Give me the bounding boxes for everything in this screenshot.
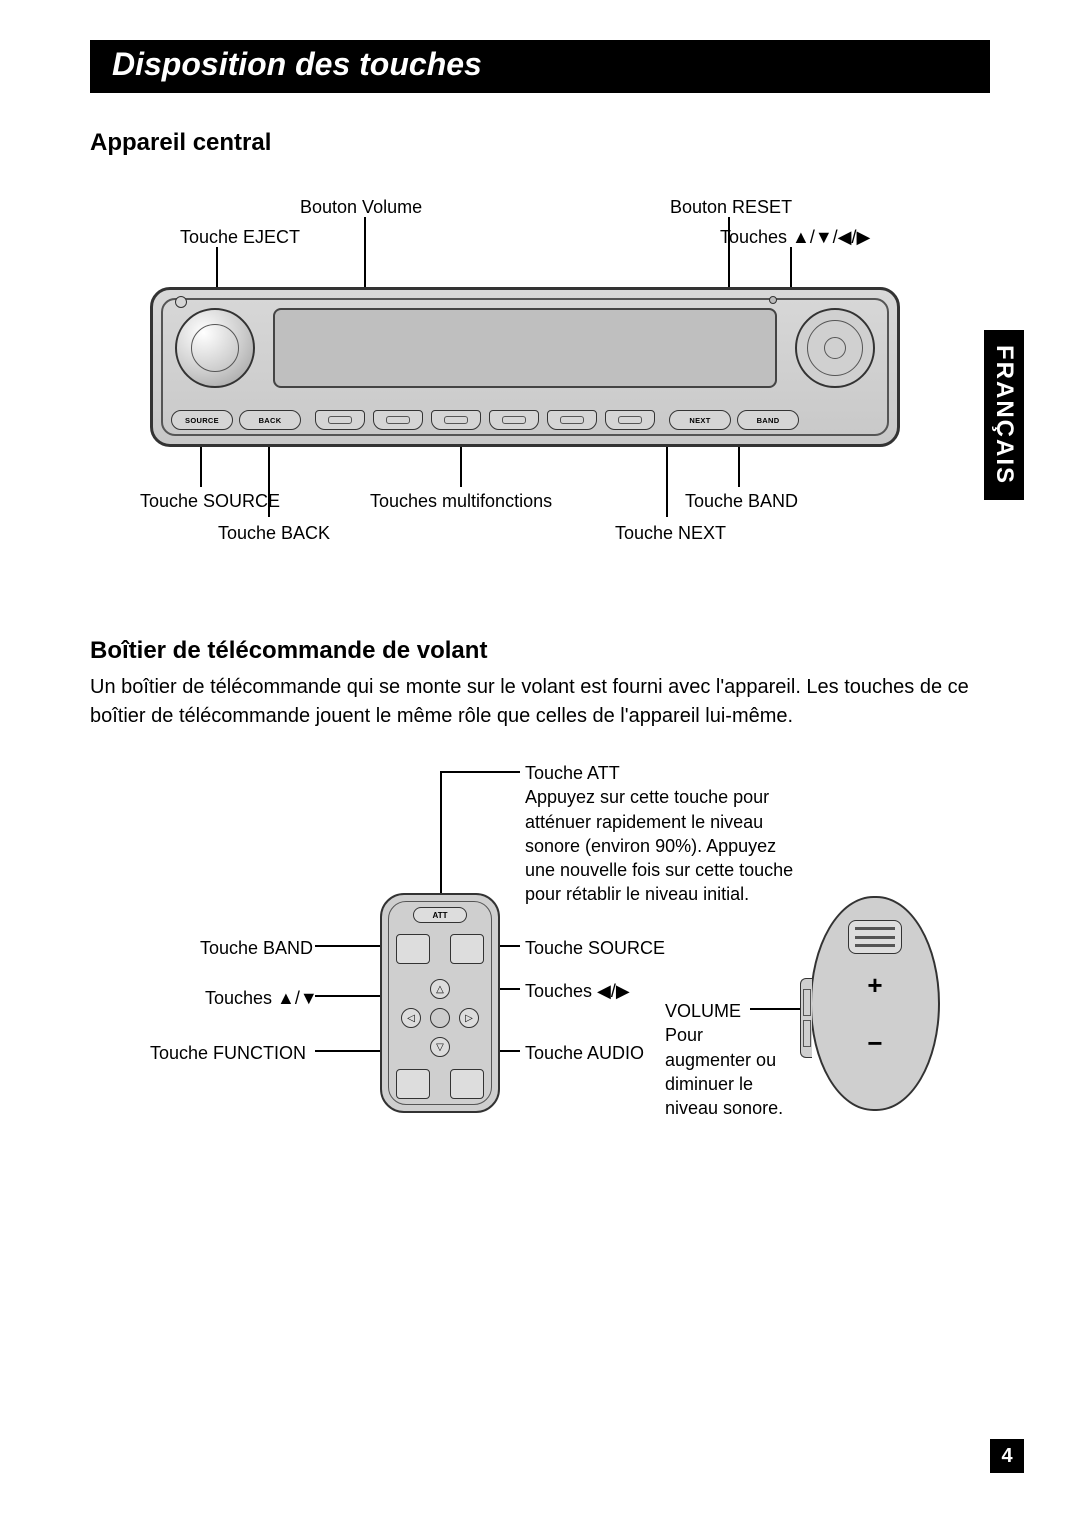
- source-button-icon: SOURCE: [171, 410, 233, 430]
- page-number: 4: [990, 1439, 1024, 1473]
- softkey-icon: [605, 410, 655, 430]
- volume-minus-icon: −: [867, 1028, 882, 1059]
- volume-knob-icon: [175, 308, 255, 388]
- softkey-icon: [315, 410, 365, 430]
- page-title-bar: Disposition des touches: [90, 40, 990, 93]
- label-function: Touche FUNCTION: [150, 1041, 306, 1065]
- language-tab-text: FRANÇAIS: [990, 345, 1018, 485]
- page: Disposition des touches FRANÇAIS Apparei…: [0, 0, 1080, 1533]
- head-unit-diagram: Bouton Volume Bouton RESET Touche EJECT …: [110, 197, 940, 567]
- lead: [440, 771, 442, 906]
- section2-paragraph: Un boîtier de télécommande qui se monte …: [90, 673, 990, 731]
- remote-body: ATT △ ▽ ◁ ▷: [380, 893, 500, 1113]
- next-button-label: NEXT: [689, 416, 710, 425]
- softkey-group: [315, 410, 655, 430]
- volume-unit-body: + −: [810, 896, 940, 1111]
- label-arrows: Touches ▲/▼/◀/▶: [720, 227, 870, 248]
- page-title: Disposition des touches: [112, 46, 482, 82]
- section1-heading: Appareil central: [90, 129, 990, 157]
- lead: [440, 771, 520, 773]
- label-multi: Touches multifonctions: [370, 491, 552, 512]
- label-audio: Touche AUDIO: [525, 1041, 644, 1065]
- label-volume-block: VOLUME Pour augmenter ou diminuer le niv…: [665, 999, 785, 1120]
- label-eject: Touche EJECT: [180, 227, 300, 248]
- label-source: Touche SOURCE: [140, 491, 280, 512]
- back-button-icon: BACK: [239, 410, 301, 430]
- band-button-label: BAND: [757, 416, 780, 425]
- att-button-label: ATT: [433, 911, 448, 920]
- lead: [200, 447, 202, 487]
- left-icon: ◁: [401, 1008, 421, 1028]
- lead: [738, 447, 740, 487]
- label-reset: Bouton RESET: [670, 197, 792, 218]
- label-att-desc: Appuyez sur cette touche pour atténuer r…: [525, 787, 793, 904]
- band-button-icon: [396, 934, 430, 964]
- remote-row-b: [396, 1069, 484, 1099]
- lead: [728, 217, 730, 295]
- softkey-icon: [373, 410, 423, 430]
- button-row: SOURCE BACK NEXT BAND: [171, 406, 879, 434]
- label-volume: Bouton Volume: [300, 197, 422, 218]
- label-source: Touche SOURCE: [525, 936, 665, 960]
- remote-dpad: △ ▽ ◁ ▷: [401, 979, 479, 1057]
- source-button-label: SOURCE: [185, 416, 219, 425]
- right-icon: ▷: [459, 1008, 479, 1028]
- source-button-icon: [450, 934, 484, 964]
- lead: [315, 1050, 390, 1052]
- down-icon: ▽: [430, 1037, 450, 1057]
- label-band: Touche BAND: [685, 491, 798, 512]
- eject-button-icon: [175, 296, 187, 308]
- display-icon: [273, 308, 777, 388]
- label-next: Touche NEXT: [615, 523, 726, 544]
- label-volume-desc: Pour augmenter ou diminuer le niveau son…: [665, 1025, 783, 1118]
- softkey-icon: [489, 410, 539, 430]
- label-band: Touche BAND: [200, 936, 313, 960]
- reset-button-icon: [769, 296, 777, 304]
- language-tab: FRANÇAIS: [984, 330, 1024, 500]
- label-leftright: Touches ◀/▶: [525, 979, 630, 1003]
- volume-plus-icon: +: [867, 970, 882, 1001]
- lead: [666, 447, 668, 517]
- label-back: Touche BACK: [218, 523, 330, 544]
- next-button-icon: NEXT: [669, 410, 731, 430]
- remote-diagram: Touche ATT Appuyez sur cette touche pour…: [90, 761, 990, 1161]
- dpad-icon: [795, 308, 875, 388]
- remote-row-a: [396, 931, 484, 967]
- label-att-block: Touche ATT Appuyez sur cette touche pour…: [525, 761, 805, 907]
- center-icon: [430, 1008, 450, 1028]
- volume-side-buttons-icon: [800, 978, 812, 1058]
- label-updown: Touches ▲/▼: [205, 986, 318, 1010]
- section2-heading: Boîtier de télécommande de volant: [90, 637, 990, 665]
- att-button-icon: ATT: [413, 907, 467, 923]
- volume-grip-icon: [848, 920, 902, 954]
- band-button-icon: BAND: [737, 410, 799, 430]
- label-volume-title: VOLUME: [665, 1001, 741, 1021]
- head-unit-body: SOURCE BACK NEXT BAND: [150, 287, 900, 447]
- label-att-title: Touche ATT: [525, 763, 620, 783]
- lead: [315, 945, 390, 947]
- back-button-label: BACK: [259, 416, 282, 425]
- lead: [750, 1008, 800, 1010]
- softkey-icon: [547, 410, 597, 430]
- function-button-icon: [396, 1069, 430, 1099]
- softkey-icon: [431, 410, 481, 430]
- up-icon: △: [430, 979, 450, 999]
- lead: [460, 447, 462, 487]
- audio-button-icon: [450, 1069, 484, 1099]
- page-number-text: 4: [1001, 1445, 1012, 1468]
